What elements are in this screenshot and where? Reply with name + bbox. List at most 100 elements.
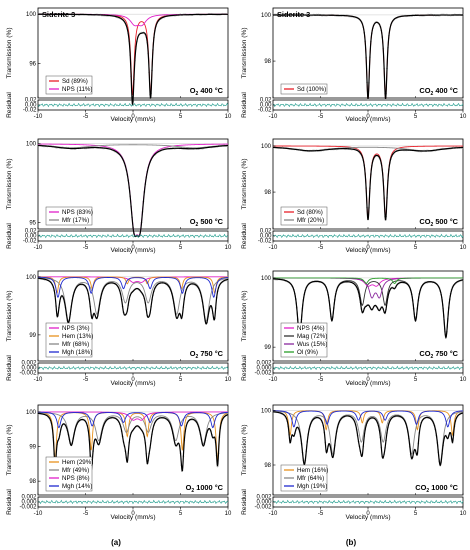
component-curve-3	[38, 411, 229, 429]
condition-label: O2 750 °C	[190, 349, 224, 360]
y-tick-label: 98	[264, 190, 271, 196]
y-tick-label: 100	[261, 276, 272, 282]
x-tick-label: -5	[83, 114, 89, 120]
legend-entry: Mfr (64%)	[297, 475, 324, 482]
x-tick-label: -10	[269, 377, 278, 383]
legend-entry: Hem (13%)	[62, 333, 93, 340]
residual-tick-label: 0.002	[21, 495, 37, 501]
x-tick-label: -5	[318, 245, 324, 251]
component-curve-2	[38, 411, 228, 421]
chart-a2: -10 -5 0 5 10 95 100 0.020.00-0.02 Transmission …	[6, 138, 232, 254]
x-axis-label: Velocity (mm/s)	[345, 380, 390, 387]
chart-b1: -10 -5 0 5 10 98 100 0.020.00-0.02 Transmission …	[241, 7, 467, 123]
y-tick-label: 100	[26, 142, 37, 148]
legend-box	[45, 456, 93, 492]
legend-entry: Hem (29%)	[62, 459, 93, 466]
data-points	[37, 277, 229, 325]
x-tick-label: 10	[460, 245, 467, 251]
legend-entry: Ol (9%)	[297, 349, 318, 356]
x-tick-label: 5	[179, 114, 183, 120]
residual-tick-label: -0.002	[19, 505, 37, 511]
component-curve-0	[272, 410, 464, 437]
legend: NPS (4%)Mag (72%)Wus (15%)Ol (9%)	[280, 322, 328, 358]
x-tick-label: 5	[179, 511, 183, 517]
y-tick-label: 100	[26, 12, 37, 18]
legend-entry: Sd (80%)	[297, 209, 323, 216]
total-fit-curve	[38, 13, 228, 107]
legend: Hem (16%)Mfr (64%)Mgh (19%)	[280, 464, 328, 492]
residual-tick-label: -0.02	[258, 239, 272, 245]
component-curve-2	[273, 410, 464, 428]
condition-label: O2 1000 °C	[186, 483, 224, 494]
legend-entry: Mfr (49%)	[62, 467, 89, 474]
residual-tick-label: -0.002	[254, 505, 272, 511]
condition-label: O2 400 °C	[190, 86, 224, 97]
legend-entry: NPS (8%)	[62, 475, 90, 482]
panel-label-a: (a)	[111, 538, 121, 547]
x-tick-label: 10	[225, 511, 232, 517]
x-tick-label: 10	[225, 114, 232, 120]
x-tick-label: 0	[366, 114, 370, 120]
legend-entry: Sd (89%)	[62, 78, 88, 85]
residual-tick-label: 0.00	[25, 234, 37, 240]
chart-b2: -10 -5 0 5 10 98 100 0.020.00-0.02 Transmission …	[241, 138, 467, 254]
chart-title: Siderite 3	[42, 10, 75, 19]
residual-tick-label: -0.002	[254, 371, 272, 377]
residual-axis-label: Residual	[241, 92, 248, 118]
x-axis-label: Velocity (mm/s)	[345, 514, 390, 521]
x-tick-label: -10	[269, 245, 278, 251]
legend-entry: Mag (72%)	[297, 333, 327, 340]
x-tick-label: 0	[366, 245, 370, 251]
x-tick-label: -5	[83, 377, 89, 383]
y-tick-label: 98	[29, 479, 36, 485]
x-tick-label: 5	[414, 114, 418, 120]
y-tick-label: 99	[29, 445, 36, 451]
x-tick-label: -5	[318, 511, 324, 517]
residual-trace	[272, 233, 464, 239]
x-tick-label: -10	[269, 511, 278, 517]
y-tick-label: 96	[29, 61, 36, 67]
condition-label: CO2 500 °C	[419, 217, 458, 228]
y-tick-label: 100	[261, 144, 272, 150]
x-tick-label: -10	[34, 245, 43, 251]
legend-entry: Mfr (20%)	[297, 217, 324, 224]
legend-entry: Hem (16%)	[297, 467, 328, 474]
residual-tick-label: 0.002	[21, 361, 37, 367]
x-tick-label: 5	[414, 245, 418, 251]
y-tick-label: 100	[261, 408, 272, 414]
y-tick-label: 100	[261, 13, 272, 19]
residual-trace	[272, 102, 464, 108]
legend: Hem (29%)Mfr (49%)NPS (8%)Mgh (14%)	[45, 456, 93, 492]
x-tick-label: 10	[460, 114, 467, 120]
legend: Sd (80%)Mfr (20%)	[280, 206, 328, 226]
residual-tick-label: 0.002	[256, 495, 272, 501]
x-axis-label: Velocity (mm/s)	[110, 247, 155, 254]
residual-axis-label: Residual	[6, 355, 13, 381]
total-fit-curve	[37, 144, 229, 238]
residual-axis-label: Residual	[6, 92, 13, 118]
total-fit-curve	[37, 412, 229, 472]
residual-tick-label: 0.000	[256, 500, 272, 506]
x-tick-label: -10	[34, 377, 43, 383]
component-curve-0	[37, 411, 229, 461]
y-tick-label: 99	[29, 333, 36, 339]
residual-tick-label: 0.00	[260, 234, 272, 240]
residual-axis-label: Residual	[241, 355, 248, 381]
legend: Sd (89%)NPS (11%)	[45, 75, 93, 95]
residual-axis-label: Residual	[6, 489, 13, 515]
y-axis-label: Transmission (%)	[241, 290, 248, 341]
legend: NPS (83%)Mfr (17%)	[45, 206, 93, 226]
residual-tick-label: 0.02	[25, 229, 37, 235]
x-tick-label: 0	[131, 114, 135, 120]
x-tick-label: 0	[366, 511, 370, 517]
legend-box	[280, 322, 328, 358]
x-axis-label: Velocity (mm/s)	[345, 116, 390, 123]
residual-tick-label: 0.02	[260, 98, 272, 104]
legend-entry: Mgh (14%)	[62, 483, 92, 490]
chart-a1: -10 -5 0 5 10 96 100 0.020.00-0.02 Transmission …	[6, 7, 232, 123]
residual-tick-label: 0.02	[260, 229, 272, 235]
total-fit-curve	[272, 146, 464, 221]
